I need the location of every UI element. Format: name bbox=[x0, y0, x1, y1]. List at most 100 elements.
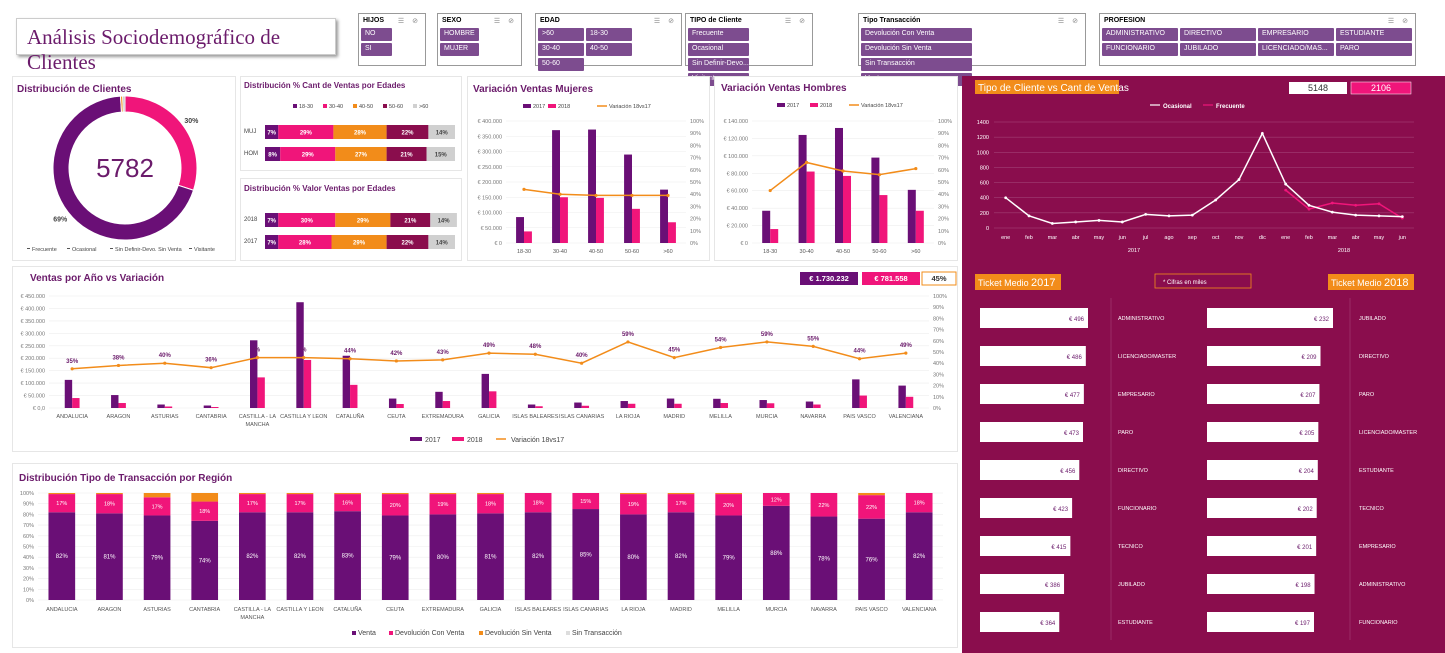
ticket-bar bbox=[1207, 498, 1317, 518]
slicer-item[interactable]: 18-30 bbox=[586, 28, 632, 41]
kpi-box bbox=[1289, 82, 1347, 94]
variation-point bbox=[877, 173, 882, 177]
slicer-item[interactable]: Sin Definir-Devo... bbox=[688, 58, 749, 71]
y-tick-label: 1000 bbox=[977, 150, 989, 156]
slicer-item[interactable]: ESTUDIANTE bbox=[1336, 28, 1412, 41]
bar bbox=[852, 379, 860, 408]
y-tick-label: € 20.000 bbox=[727, 224, 748, 230]
slicer-item[interactable]: 40-50 bbox=[586, 43, 632, 56]
segment-label: 7% bbox=[267, 131, 276, 137]
segment-label: 82% bbox=[675, 554, 688, 560]
tipo-title-bg bbox=[975, 80, 1119, 94]
slicer-item[interactable]: SI bbox=[361, 43, 392, 56]
ticket-bar bbox=[980, 422, 1083, 442]
stacked-bar-segment bbox=[524, 512, 552, 600]
slicer-1[interactable]: SEXO ☰ ⊘ HOMBRE MUJER bbox=[437, 13, 522, 66]
tipo-line-ocasional bbox=[1005, 131, 1403, 225]
segment-label: 12% bbox=[771, 497, 782, 503]
x-tick-label: mar bbox=[1048, 235, 1058, 241]
slicer-title: HIJOS bbox=[363, 17, 385, 24]
segment-label: 14% bbox=[438, 219, 451, 225]
stacked-bar-segment bbox=[430, 213, 457, 227]
ticket-value: € 486 bbox=[1067, 355, 1083, 361]
slicer-item[interactable]: Frecuente bbox=[688, 28, 749, 41]
slicer-item[interactable]: PARO bbox=[1336, 43, 1412, 56]
slicer-item[interactable]: Sin Transacción bbox=[861, 58, 972, 71]
y2-tick-label: 60% bbox=[938, 168, 949, 174]
bar bbox=[303, 359, 312, 408]
x-tick-label: 50-60 bbox=[872, 249, 886, 255]
ticket-value: € 386 bbox=[1045, 583, 1061, 589]
bar bbox=[596, 197, 604, 243]
region-legend-item: 2018 bbox=[467, 437, 483, 444]
slicer-item[interactable]: HOMBRE bbox=[440, 28, 479, 41]
clear-filter-icon[interactable]: ☰ ⊘ bbox=[784, 18, 808, 25]
slicer-header: TIPO de Cliente ☰ ⊘ bbox=[686, 14, 812, 28]
x-tick-label: LA RIOJA bbox=[616, 414, 640, 420]
slicer-2[interactable]: EDAD ☰ ⊘ >60 18-30 30-40 40-50 50-60 bbox=[535, 13, 682, 71]
stacked-bar-segment bbox=[239, 494, 266, 513]
slicer-item[interactable]: >60 bbox=[538, 28, 584, 41]
tipo-point bbox=[1074, 220, 1078, 224]
segment-label: 76% bbox=[866, 557, 879, 563]
clear-filter-icon[interactable]: ☰ ⊘ bbox=[397, 18, 421, 25]
y-tick-label: € 300.000 bbox=[478, 150, 502, 156]
slicer-items: ADMINISTRATIVO DIRECTIVO EMPRESARIO ESTUDIA… bbox=[1100, 28, 1415, 56]
bar bbox=[859, 395, 867, 408]
slicer-item[interactable]: FUNCIONARIO bbox=[1102, 43, 1178, 56]
ticket-bar bbox=[1207, 574, 1315, 594]
slicer-0[interactable]: HIJOS ☰ ⊘ NO SI bbox=[358, 13, 426, 66]
ticket-bar bbox=[980, 384, 1084, 404]
ticket-category: LICENCIADO/MASTER bbox=[1359, 430, 1417, 436]
x-tick-label: CASTILLA - LA bbox=[239, 414, 277, 420]
edades-legend-item: >60 bbox=[419, 104, 428, 110]
stacked-bar-segment bbox=[278, 125, 334, 139]
slicer-item[interactable]: 30-40 bbox=[538, 43, 584, 56]
tipo-legend-item: Frecuente bbox=[1216, 104, 1245, 110]
slicer-title: EDAD bbox=[540, 17, 560, 24]
clear-filter-icon[interactable]: ☰ ⊘ bbox=[493, 18, 517, 25]
variation-point bbox=[904, 351, 908, 355]
y2-tick-label: 40% bbox=[938, 192, 949, 198]
slicer-item[interactable]: DIRECTIVO bbox=[1180, 28, 1256, 41]
segment-label: 29% bbox=[302, 153, 315, 159]
segment-label: 29% bbox=[300, 131, 313, 137]
stacked-bar-segment bbox=[810, 516, 838, 600]
variation-point bbox=[672, 356, 676, 360]
variation-label: % bbox=[301, 348, 307, 354]
ticket-value: € 202 bbox=[1298, 507, 1314, 513]
slicer-5[interactable]: PROFESION ☰ ⊘ ADMINISTRATIVO DIRECTIVO EMPRE… bbox=[1099, 13, 1416, 66]
y-tick-label: 10% bbox=[23, 587, 34, 593]
x-tick-label: ASTURIAS bbox=[151, 414, 179, 420]
clear-filter-icon[interactable]: ☰ ⊘ bbox=[1387, 18, 1411, 25]
slicer-item[interactable]: EMPRESARIO bbox=[1258, 28, 1334, 41]
variation-point bbox=[805, 160, 809, 165]
slicer-header: SEXO ☰ ⊘ bbox=[438, 14, 521, 28]
donut-title: Distribución de Clientes bbox=[17, 84, 132, 95]
tipo-point bbox=[1354, 213, 1358, 217]
y2-tick-label: 50% bbox=[690, 180, 701, 186]
slicer-item[interactable]: Devolución Con Venta bbox=[861, 28, 972, 41]
stacked-bar-segment bbox=[524, 493, 552, 513]
slicer-item[interactable]: JUBILADO bbox=[1180, 43, 1256, 56]
slicer-item[interactable]: Devolución Sin Venta bbox=[861, 43, 972, 56]
variation-point bbox=[666, 193, 670, 198]
x-tick-label: ASTURIAS bbox=[143, 607, 171, 613]
slicer-item[interactable]: MUJER bbox=[440, 43, 479, 56]
bar bbox=[111, 395, 119, 408]
slicer-item[interactable]: LICENCIADO/MAS... bbox=[1258, 43, 1334, 56]
stacked-bar-segment bbox=[715, 493, 742, 495]
bar bbox=[720, 403, 728, 408]
slicer-item[interactable]: ADMINISTRATIVO bbox=[1102, 28, 1178, 41]
ticket-category: JUBILADO bbox=[1359, 316, 1387, 322]
y2-tick-label: 70% bbox=[933, 328, 944, 334]
clear-filter-icon[interactable]: ☰ ⊘ bbox=[653, 18, 677, 25]
slicer-item[interactable]: NO bbox=[361, 28, 392, 41]
y2-tick-label: 100% bbox=[933, 294, 947, 300]
slicer-item[interactable]: Ocasional bbox=[688, 43, 749, 56]
clear-filter-icon[interactable]: ☰ ⊘ bbox=[1057, 18, 1081, 25]
x-tick-label: >60 bbox=[663, 249, 672, 255]
slicer-item[interactable]: 50-60 bbox=[538, 58, 584, 71]
x-tick-label: abr bbox=[1072, 235, 1080, 241]
